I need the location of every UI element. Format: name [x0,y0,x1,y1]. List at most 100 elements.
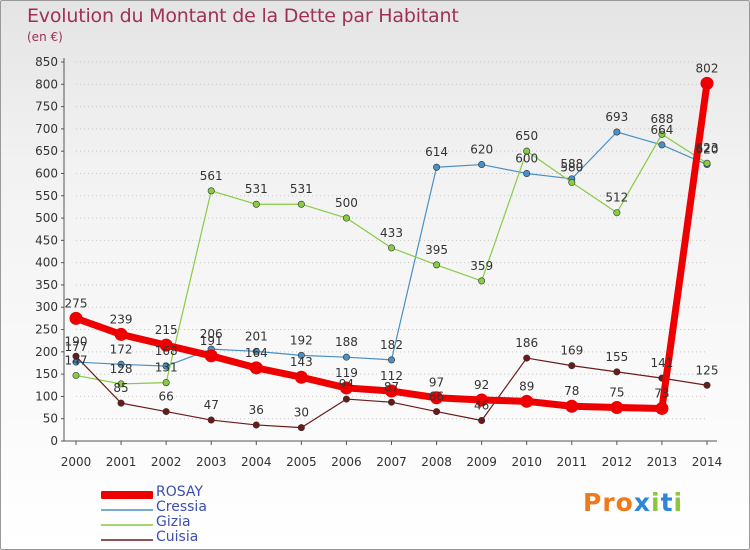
data-labels-cressia: 177 172 168 206 201 192 188 182 614 620 600 588 693 6… [65,110,719,358]
data-label-cressia: 188 [335,335,358,349]
x-tick-label: 2007 [376,455,407,469]
data-label-cuisia: 66 [429,390,444,404]
x-tick-label: 2002 [151,455,182,469]
y-axis-ticks: 0 50 100 150 200 250 300 350 400 450 500 550 600 650 7… [35,55,64,448]
data-point-cuisia [613,368,621,376]
data-point-gizia [72,371,80,379]
data-point-rosay [475,393,489,407]
brand-letter: x [633,488,651,517]
data-point-gizia [568,178,576,186]
data-label-cuisia: 155 [605,350,628,364]
data-label-cressia: 168 [155,344,178,358]
data-label-rosay: 802 [696,61,719,75]
data-label-gizia: 531 [290,182,313,196]
data-point-gizia [342,214,350,222]
data-label-cressia: 614 [425,145,448,159]
data-label-cuisia: 87 [384,380,399,394]
data-point-gizia [297,200,305,208]
data-label-cuisia: 125 [696,363,719,377]
legend-swatch-rosay [101,490,153,499]
data-label-cressia: 192 [290,333,313,347]
data-label-rosay: 92 [474,378,489,392]
data-point-cuisia [568,362,576,370]
data-label-cuisia: 66 [159,390,174,404]
data-point-cuisia [162,408,170,416]
data-point-cuisia [703,381,711,389]
data-labels-cuisia: 190 85 66 47 36 30 94 87 66 46 186 169 155 141 125 [65,334,719,419]
data-label-gizia: 650 [515,129,538,143]
data-point-cressia [252,347,260,355]
y-tick-label: 800 [35,77,58,91]
legend-item-cressia: Cressia [101,499,301,517]
data-label-cressia: 201 [245,329,268,343]
x-tick-label: 2009 [466,455,497,469]
data-point-rosay [385,384,398,398]
data-point-rosay [114,327,128,341]
y-tick-label: 700 [35,122,58,136]
y-tick-label: 250 [35,323,58,337]
data-label-cressia: 206 [200,327,223,341]
data-label-cuisia: 36 [249,403,264,417]
data-label-gizia: 623 [696,141,719,155]
x-tick-label: 2008 [421,455,452,469]
chart-title: Evolution du Montant de la Dette par Hab… [27,5,459,27]
x-tick-label: 2006 [331,455,362,469]
data-label-cressia: 620 [470,143,493,157]
legend-swatch-gizia [101,523,153,526]
data-point-rosay [700,76,714,90]
data-point-cressia [342,353,350,361]
data-label-cressia: 600 [515,151,538,165]
legend-label-gizia: Gizia [156,514,191,530]
data-label-gizia: 433 [380,226,403,240]
data-label-gizia: 500 [335,196,358,210]
data-label-cressia: 177 [65,340,88,354]
y-tick-label: 100 [35,389,58,403]
data-label-gizia: 531 [245,182,268,196]
data-point-gizia [703,159,711,167]
x-tick-label: 2005 [286,455,317,469]
data-point-rosay [520,394,534,408]
legend-label-cuisia: Cuisia [156,529,199,545]
data-label-gizia: 359 [470,259,493,273]
data-label-cuisia: 30 [294,406,309,420]
data-label-rosay: 97 [429,376,444,390]
data-point-gizia [613,209,621,217]
data-label-cressia: 693 [605,110,628,124]
legend-item-gizia: Gizia [101,514,301,532]
y-tick-label: 850 [35,55,58,69]
legend-item-cuisia: Cuisia [101,529,301,547]
series-rosay [69,76,714,415]
x-tick-label: 2013 [647,455,678,469]
data-labels-gizia: 147 128 131 561 531 531 500 433 395 359 650 580 512 6… [65,112,719,376]
x-tick-label: 2010 [511,455,542,469]
legend-swatch-cuisia [101,538,153,541]
data-label-gizia: 128 [110,362,133,376]
y-tick-label: 750 [35,100,58,114]
data-label-rosay: 143 [290,355,313,369]
data-point-cuisia [252,421,260,429]
data-label-cressia: 172 [110,342,133,356]
data-point-cressia [162,362,170,370]
legend-label-rosay: ROSAY [156,484,203,500]
x-tick-label: 2012 [602,455,633,469]
data-point-cressia [387,356,395,364]
data-point-cressia [117,360,125,368]
series-gizia [72,130,711,388]
data-point-cuisia [297,424,305,432]
y-tick-label: 450 [35,233,58,247]
data-point-cuisia [117,399,125,407]
data-point-cuisia [478,416,486,424]
data-point-cuisia [387,398,395,406]
data-point-gizia [433,261,441,269]
y-tick-label: 650 [35,144,58,158]
data-label-gizia: 131 [155,361,178,375]
data-label-rosay: 75 [609,386,624,400]
y-tick-label: 200 [35,345,58,359]
data-point-rosay [565,399,579,413]
legend-label-cressia: Cressia [156,499,207,515]
data-label-rosay: 191 [200,334,223,348]
data-label-gizia: 688 [650,112,673,126]
data-label-gizia: 512 [605,191,628,205]
y-tick-label: 400 [35,256,58,270]
